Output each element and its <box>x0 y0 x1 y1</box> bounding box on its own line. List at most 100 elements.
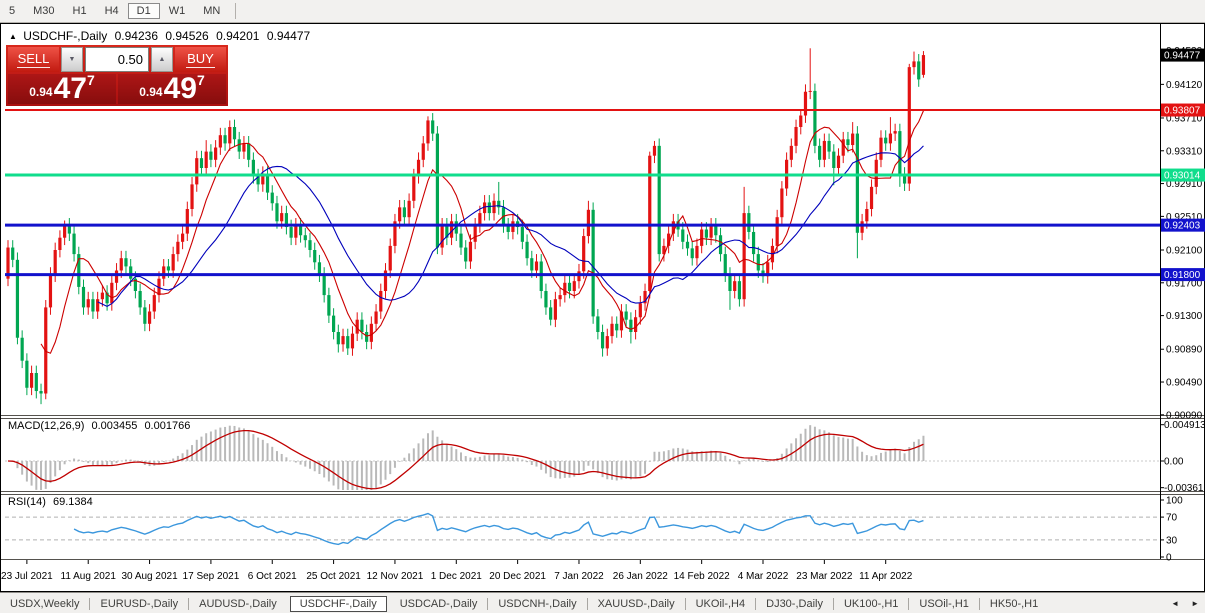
volume-decrease-button[interactable]: ▼ <box>61 47 83 72</box>
y-axis-label: 0.90490 <box>1166 378 1203 389</box>
chart-title: ▲ USDCHF-,Daily 0.94236 0.94526 0.94201 … <box>9 29 314 43</box>
chart-tab-audusddaily[interactable]: AUDUSD-,Daily <box>199 597 277 610</box>
sell-price-big: 47 <box>53 72 87 105</box>
collapse-arrow-icon[interactable]: ▲ <box>9 32 17 41</box>
svg-text:0.91800: 0.91800 <box>1164 270 1201 281</box>
y-axis-label: 0.93310 <box>1166 146 1203 157</box>
price-level-badge: 0.91800 <box>1161 268 1205 282</box>
x-axis-label: 23 Mar 2022 <box>796 571 853 582</box>
timeframe-button-h4[interactable]: H4 <box>104 5 119 17</box>
pane-borders <box>0 23 1205 592</box>
tab-separator <box>586 597 588 610</box>
x-axis-label: 7 Jan 2022 <box>554 571 604 582</box>
sell-price-prefix: 0.94 <box>29 85 53 99</box>
volume-input[interactable] <box>85 47 149 72</box>
buy-price-prefix: 0.94 <box>139 85 163 99</box>
rsi-axis-label: 100 <box>1166 496 1183 507</box>
timeframe-button-m30[interactable]: M30 <box>33 5 55 17</box>
time-axis: 23 Jul 2021 11 Aug 2021 30 Aug 2021 17 Sep … <box>1 560 913 582</box>
price-level-badge: 0.93014 <box>1161 168 1205 182</box>
rsi-axis-label: 30 <box>1166 535 1178 546</box>
y-axis-label: 0.92510 <box>1166 212 1203 223</box>
x-axis-label: 14 Feb 2022 <box>674 571 731 582</box>
ohlc-low: 0.94201 <box>216 29 260 43</box>
x-axis-label: 11 Apr 2022 <box>859 571 913 582</box>
chart-tab-dj30daily[interactable]: DJ30-,Daily <box>766 597 823 610</box>
svg-text:0.93807: 0.93807 <box>1164 106 1201 117</box>
timeframe-button-mn[interactable]: MN <box>203 5 221 17</box>
y-axis-label: 0.91300 <box>1166 311 1203 322</box>
one-click-trading-panel: SELL ▼ ▲ BUY 0.94 47 7 0.94 49 7 <box>6 45 228 106</box>
price-level-badge: 0.93807 <box>1161 103 1205 117</box>
rsi-axis-label: 0 <box>1166 553 1172 564</box>
chart-tab-usdcnhdaily[interactable]: USDCNH-,Daily <box>498 597 577 610</box>
buy-price-big: 49 <box>163 72 197 105</box>
timeframe-button-5[interactable]: 5 <box>9 5 16 17</box>
y-axis-label: 0.92910 <box>1166 179 1203 190</box>
x-axis-label: 12 Nov 2021 <box>367 571 424 582</box>
chart-tab-xauusddaily[interactable]: XAUUSD-,Daily <box>597 597 675 610</box>
svg-text:0.93014: 0.93014 <box>1164 171 1201 182</box>
timeframe-button-w1[interactable]: W1 <box>168 5 186 17</box>
chart-tab-usoilh1[interactable]: USOil-,H1 <box>919 597 969 610</box>
macd-axis-label: 0.00 <box>1164 457 1184 468</box>
chart-tab-uk100h1[interactable]: UK100-,H1 <box>843 597 899 610</box>
x-axis-label: 11 Aug 2021 <box>61 571 117 582</box>
timeframe-button-h1[interactable]: H1 <box>72 5 87 17</box>
spinner-down-icon: ▼ <box>68 56 76 63</box>
rsi-axis-label: 70 <box>1166 513 1178 524</box>
sell-price-box[interactable]: 0.94 47 7 <box>8 72 116 105</box>
ma-fast-line <box>40 110 924 354</box>
buy-button-label: BUY <box>186 51 215 68</box>
volume-increase-button[interactable]: ▲ <box>151 47 173 72</box>
chart-tab-usdcaddaily[interactable]: USDCAD-,Daily <box>399 597 478 610</box>
chart-tab-ukoilh4[interactable]: UKOil-,H4 <box>695 597 746 610</box>
buy-price-box[interactable]: 0.94 49 7 <box>118 72 226 105</box>
price-level-badge: 0.92403 <box>1161 218 1205 232</box>
tab-separator <box>978 597 980 610</box>
svg-text:0.94477: 0.94477 <box>1164 51 1201 62</box>
toolbar-separator <box>235 3 237 19</box>
price-axis: 0.945300.941200.937100.933100.929100.925… <box>1160 46 1205 564</box>
sell-price-pip: 7 <box>86 72 95 88</box>
ohlc-high: 0.94526 <box>165 29 209 43</box>
tab-separator <box>684 597 686 610</box>
x-axis-label: 25 Oct 2021 <box>306 571 361 582</box>
x-axis-label: 20 Dec 2021 <box>489 571 546 582</box>
sell-button[interactable]: SELL <box>8 47 59 72</box>
x-axis-label: 1 Dec 2021 <box>431 571 483 582</box>
x-axis-label: 23 Jul 2021 <box>1 571 53 582</box>
current-price-badge: 0.94477 <box>1161 48 1205 62</box>
macd-main-value: 0.003455 <box>91 420 138 432</box>
macd-pane <box>5 425 1160 490</box>
chart-tab-hk50h1[interactable]: HK50-,H1 <box>989 597 1039 610</box>
y-axis-label: 0.93710 <box>1166 113 1203 124</box>
rsi-pane <box>5 512 1160 546</box>
rsi-line <box>73 512 924 546</box>
macd-axis-label: 0.004913 <box>1164 420 1205 431</box>
svg-text:0.92403: 0.92403 <box>1164 221 1201 232</box>
horizontal-levels <box>5 109 1205 277</box>
rsi-label: RSI(14) 69.1384 <box>8 496 97 508</box>
x-axis-label: 17 Sep 2021 <box>183 571 240 582</box>
scroll-tabs-right-button[interactable]: ► <box>1191 599 1199 608</box>
macd-name: MACD(12,26,9) <box>8 420 85 432</box>
tab-separator <box>908 597 910 610</box>
buy-button[interactable]: BUY <box>175 47 226 72</box>
spinner-up-icon: ▲ <box>158 56 166 63</box>
chart-tab-eurusddaily[interactable]: EURUSD-,Daily <box>100 597 179 610</box>
rsi-name: RSI(14) <box>8 496 46 508</box>
tab-separator <box>89 597 91 610</box>
tab-separator <box>188 597 190 610</box>
chart-tab-usdxweekly[interactable]: USDX,Weekly <box>10 597 80 610</box>
tab-separator <box>755 597 757 610</box>
chart-tab-usdchfdaily[interactable]: USDCHF-,Daily <box>289 595 387 612</box>
scroll-tabs-left-button[interactable]: ◄ <box>1171 599 1180 608</box>
timeframe-toolbar: 5 M30 H1 H4 D1 W1 MN <box>0 0 1205 23</box>
tab-separator <box>832 597 834 610</box>
timeframe-button-d1[interactable]: D1 <box>127 3 160 19</box>
y-axis-label: 0.92100 <box>1166 246 1203 257</box>
y-axis-label: 0.90090 <box>1166 410 1203 421</box>
